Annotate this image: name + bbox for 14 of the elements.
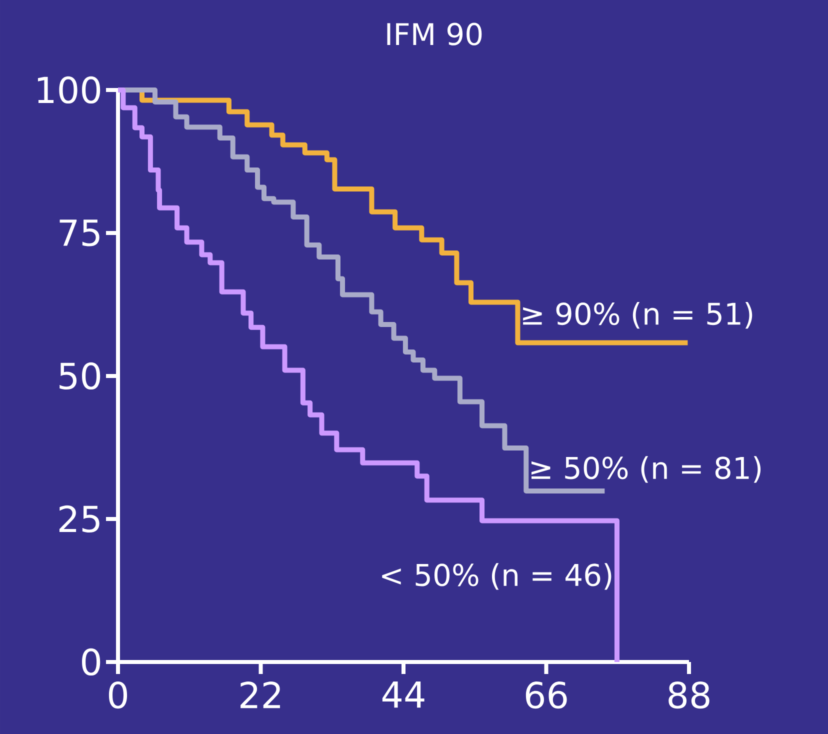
x-tick-label: 22 <box>240 682 280 708</box>
x-tick-label: 0 <box>108 682 128 709</box>
x-tick-label: 66 <box>526 682 567 709</box>
chart-title: IFM 90 <box>387 22 482 46</box>
y-tick-label: 0 <box>82 648 100 676</box>
y-tick-label: 75 <box>60 220 100 246</box>
series-label: ≥ 90% (n = 51) <box>523 302 752 329</box>
y-tick-label: 100 <box>38 76 100 104</box>
x-tick-label: 44 <box>382 682 424 708</box>
y-tick-label: 50 <box>60 362 100 390</box>
series-label: < 50% (n = 46) <box>382 563 612 590</box>
x-tick-label: 88 <box>668 682 710 709</box>
y-tick-label: 25 <box>59 505 100 533</box>
series-label: ≥ 50% (n = 81) <box>532 456 761 483</box>
